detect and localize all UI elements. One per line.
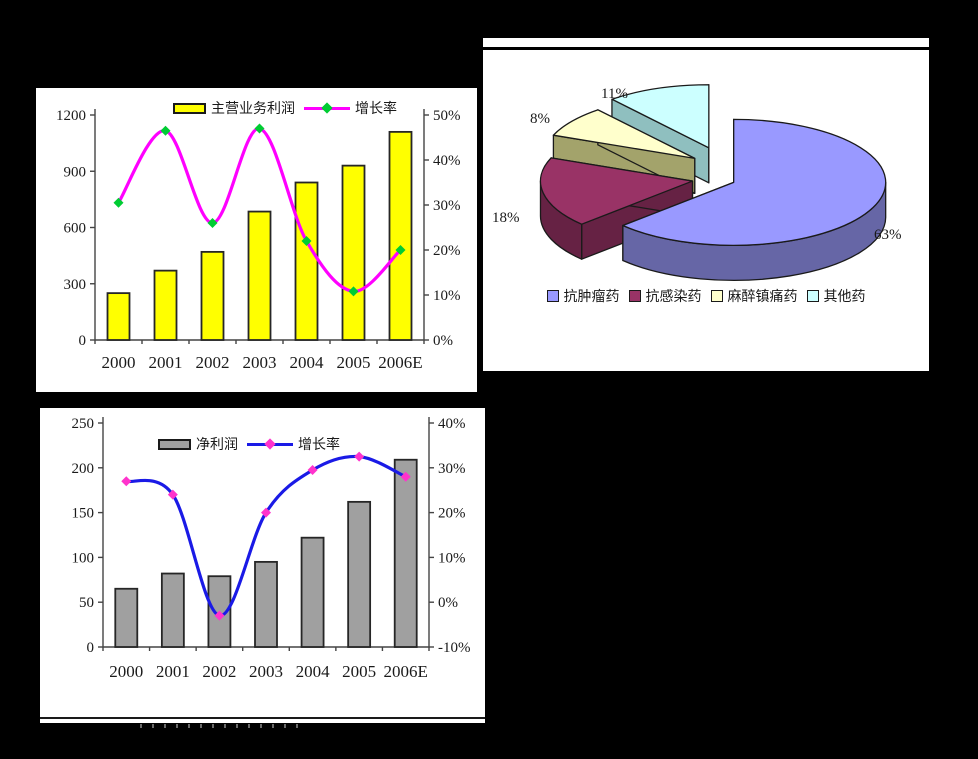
svg-text:50%: 50% — [433, 108, 461, 124]
svg-text:0: 0 — [79, 333, 87, 349]
svg-text:2000: 2000 — [109, 662, 143, 681]
svg-text:150: 150 — [72, 506, 95, 522]
svg-text:30%: 30% — [433, 198, 461, 214]
legend-label: 麻醉镇痛药 — [727, 290, 798, 305]
svg-text:2002: 2002 — [202, 662, 236, 681]
legend-item-growth-rate: 增长率 — [304, 98, 397, 118]
svg-text:2004: 2004 — [296, 662, 331, 681]
svg-text:40%: 40% — [438, 416, 466, 432]
svg-text:10%: 10% — [433, 288, 461, 304]
main-profit-legend: 主营业务利润 增长率 — [120, 98, 450, 118]
svg-text:0%: 0% — [438, 595, 458, 611]
svg-text:2003: 2003 — [249, 662, 283, 681]
svg-text:2001: 2001 — [156, 662, 190, 681]
svg-text:2006E: 2006E — [384, 662, 428, 681]
svg-text:2003: 2003 — [243, 353, 277, 372]
legend-label: 抗感染药 — [645, 290, 702, 305]
square-swatch-icon — [546, 290, 559, 302]
svg-text:2005: 2005 — [337, 353, 371, 372]
svg-text:200: 200 — [72, 461, 95, 477]
pie-slice-label-antiinfective: 18% — [492, 210, 520, 226]
legend-item-net-profit: 净利润 — [158, 434, 238, 454]
net-profit-legend: 净利润 增长率 — [84, 434, 414, 454]
legend-label: 抗肿瘤药 — [563, 290, 620, 305]
legend-label: 净利润 — [196, 438, 238, 453]
svg-text:100: 100 — [72, 550, 95, 566]
legend-item-antitumor: 抗肿瘤药 — [546, 286, 620, 306]
svg-text:10%: 10% — [438, 550, 466, 566]
pie-legend: 抗肿瘤药 抗感染药 麻醉镇痛药 其他药 — [483, 286, 929, 306]
panel-bottom-rule — [40, 717, 485, 719]
svg-text:2004: 2004 — [290, 353, 325, 372]
svg-text:0: 0 — [87, 640, 95, 656]
line-marker-swatch-icon — [304, 101, 350, 115]
svg-text:30%: 30% — [438, 461, 466, 477]
svg-text:2000: 2000 — [102, 353, 136, 372]
legend-item-main-profit: 主营业务利润 — [173, 98, 295, 118]
svg-text:2002: 2002 — [196, 353, 230, 372]
legend-item-growth-rate: 增长率 — [247, 434, 340, 454]
svg-text:0%: 0% — [433, 333, 453, 349]
drug-share-pie-chart — [539, 84, 887, 281]
svg-text:20%: 20% — [438, 506, 466, 522]
square-swatch-icon — [710, 290, 723, 302]
square-swatch-icon — [628, 290, 641, 302]
legend-item-antiinfective: 抗感染药 — [628, 286, 702, 306]
pie-slice-label-anesthesia: 8% — [530, 111, 550, 127]
svg-text:40%: 40% — [433, 153, 461, 169]
clipped-caption-fragments — [140, 724, 300, 728]
svg-text:-10%: -10% — [438, 640, 471, 656]
pie-slice-label-antitumor: 63% — [874, 227, 902, 243]
net-profit-combo-chart: 0 50 100 150 200 250 -10% 0% 10% 20% 30% 40% 2000 200… — [72, 416, 471, 681]
svg-text:50: 50 — [79, 595, 94, 611]
svg-text:20%: 20% — [433, 243, 461, 259]
square-swatch-icon — [806, 290, 819, 302]
legend-item-anesthesia: 麻醉镇痛药 — [710, 286, 798, 306]
pie-slice-label-other: 11% — [601, 86, 628, 102]
legend-label: 增长率 — [355, 102, 397, 117]
legend-label: 其他药 — [823, 290, 866, 305]
svg-text:2006E: 2006E — [378, 353, 422, 372]
panel-top-rule — [483, 47, 929, 50]
line-marker-swatch-icon — [247, 437, 293, 451]
legend-label: 增长率 — [298, 438, 340, 453]
svg-text:300: 300 — [64, 277, 87, 293]
main-profit-combo-chart: 0 300 600 900 1200 0% 10% 20% 30% 40% 50% 2000 2001 2… — [56, 108, 461, 372]
main-profit-chart-panel: 0 300 600 900 1200 0% 10% 20% 30% 40% 50% 2000 2001 2… — [36, 88, 477, 392]
svg-text:1200: 1200 — [56, 108, 86, 124]
drug-pie-chart-panel: 11% 8% 18% 63% 抗肿瘤药 抗感染药 麻醉镇痛药 其他药 — [483, 38, 929, 371]
net-profit-chart-panel: 0 50 100 150 200 250 -10% 0% 10% 20% 30% 40% 2000 200… — [40, 408, 485, 723]
svg-text:900: 900 — [64, 164, 87, 180]
svg-text:2005: 2005 — [342, 662, 376, 681]
svg-text:2001: 2001 — [149, 353, 183, 372]
svg-text:600: 600 — [64, 221, 87, 237]
bar-swatch-icon — [173, 102, 206, 114]
legend-item-other: 其他药 — [806, 286, 866, 306]
bar-swatch-icon — [158, 438, 191, 450]
svg-text:250: 250 — [72, 416, 95, 432]
legend-label: 主营业务利润 — [211, 102, 295, 117]
